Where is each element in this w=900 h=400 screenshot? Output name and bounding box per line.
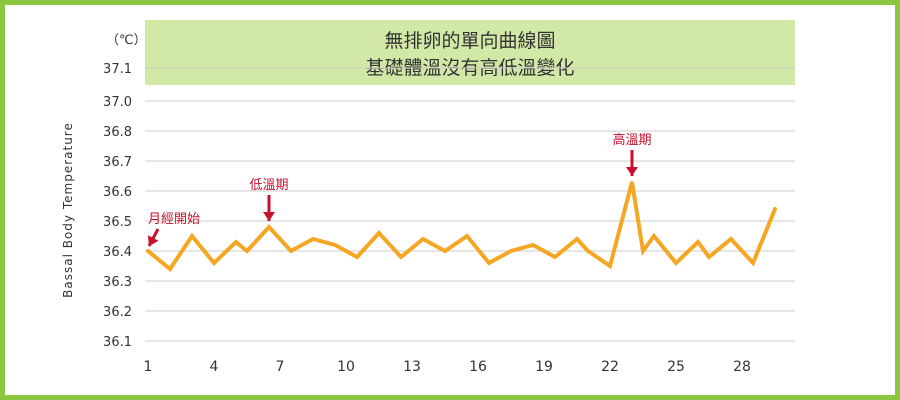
temperature-series (146, 181, 777, 272)
annotation: 高溫期 (612, 132, 652, 176)
x-tick-label: 16 (469, 359, 487, 375)
grid (145, 67, 795, 342)
y-tick-label: 37.0 (103, 95, 132, 110)
y-tick-label: 36.2 (103, 305, 132, 320)
y-axis-label: Bassal Body Temperature (61, 122, 75, 298)
annotation-label: 低溫期 (249, 178, 288, 193)
series-line (146, 181, 777, 272)
y-tick-label: 36.8 (103, 125, 132, 140)
x-tick-label: 25 (667, 359, 685, 375)
y-tick-label: 37.1 (103, 62, 132, 77)
x-tick-label: 1 (144, 359, 153, 375)
annotation-label: 高溫期 (612, 132, 651, 148)
annotation: 月經開始 (147, 212, 200, 247)
y-tick-label: 36.3 (103, 275, 132, 290)
y-unit-label: （℃） (106, 33, 147, 48)
y-tick-label: 36.6 (103, 185, 132, 200)
y-tick-label: 36.1 (103, 335, 132, 350)
annotations: 月經開始 低溫期 高溫期 (147, 132, 652, 247)
annotation: 低溫期 (249, 178, 289, 221)
title-banner (145, 20, 795, 85)
y-tick-labels: 37.1 37.0 36.8 36.7 36.6 36.5 36.4 36.3 36.2 36.1 (103, 62, 132, 350)
x-tick-labels: 1 4 7 10 13 16 19 22 25 28 (144, 359, 751, 375)
x-tick-label: 10 (337, 359, 355, 375)
annotation-arrow-head (263, 212, 275, 221)
y-tick-label: 36.5 (103, 215, 132, 230)
annotation-arrow-head (147, 235, 159, 246)
y-tick-label: 36.4 (103, 245, 132, 260)
x-tick-label: 19 (535, 359, 553, 375)
x-tick-label: 13 (403, 359, 421, 375)
x-tick-label: 22 (601, 359, 619, 375)
x-tick-label: 28 (733, 359, 751, 375)
annotation-arrow-head (626, 167, 638, 176)
x-tick-label: 7 (276, 359, 285, 375)
chart-title: 無排卵的單向曲線圖 (384, 30, 555, 52)
annotation-label: 月經開始 (148, 212, 200, 227)
x-tick-label: 4 (210, 359, 219, 375)
y-tick-label: 36.7 (103, 155, 132, 170)
